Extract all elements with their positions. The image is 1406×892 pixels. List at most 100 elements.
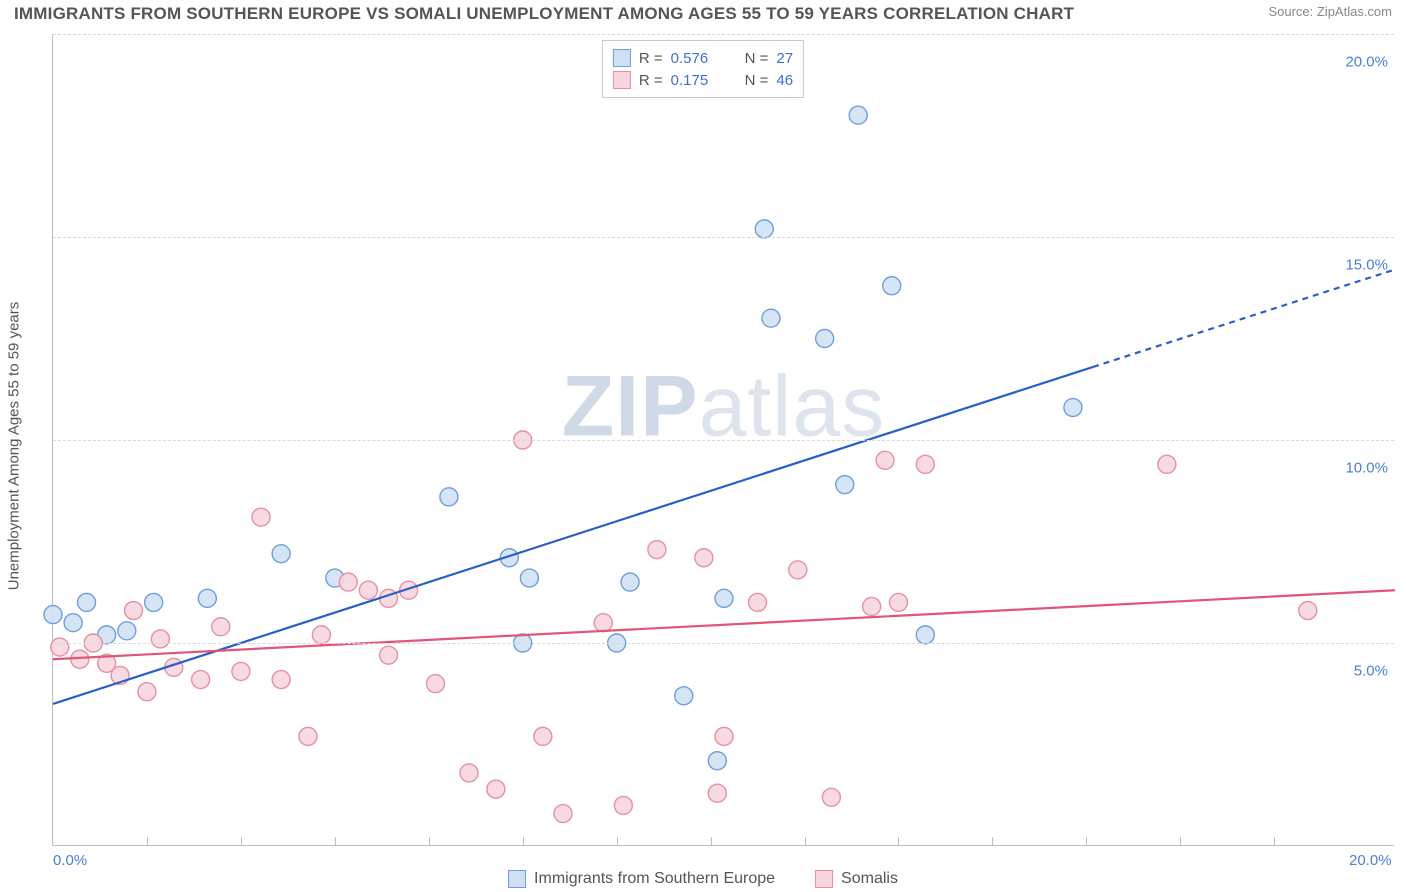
scatter-point-blue bbox=[78, 593, 96, 611]
scatter-point-blue bbox=[1064, 399, 1082, 417]
x-minor-tick bbox=[335, 837, 336, 845]
scatter-point-pink bbox=[822, 788, 840, 806]
legend-swatch bbox=[508, 870, 526, 888]
x-minor-tick bbox=[429, 837, 430, 845]
chart-title: IMMIGRANTS FROM SOUTHERN EUROPE VS SOMAL… bbox=[14, 4, 1074, 24]
scatter-point-blue bbox=[118, 622, 136, 640]
scatter-point-blue bbox=[440, 488, 458, 506]
n-value: 46 bbox=[776, 72, 793, 89]
scatter-point-pink bbox=[312, 626, 330, 644]
series-legend: Immigrants from Southern Europe Somalis bbox=[508, 870, 898, 888]
scatter-point-blue bbox=[755, 220, 773, 238]
scatter-point-pink bbox=[299, 727, 317, 745]
legend-label: Immigrants from Southern Europe bbox=[534, 870, 775, 888]
legend-row-blue: R = 0.576 N = 27 bbox=[613, 47, 793, 69]
scatter-point-blue bbox=[916, 626, 934, 644]
x-minor-tick bbox=[617, 837, 618, 845]
grid-line bbox=[53, 237, 1394, 238]
x-tick-label: 0.0% bbox=[53, 852, 87, 869]
scatter-point-blue bbox=[44, 606, 62, 624]
x-minor-tick bbox=[1274, 837, 1275, 845]
grid-line bbox=[53, 34, 1394, 35]
scatter-point-pink bbox=[460, 764, 478, 782]
scatter-point-pink bbox=[359, 581, 377, 599]
scatter-point-pink bbox=[232, 662, 250, 680]
scatter-point-pink bbox=[749, 593, 767, 611]
y-tick-label: 10.0% bbox=[1345, 460, 1388, 477]
x-minor-tick bbox=[523, 837, 524, 845]
legend-row-pink: R =0.175N =46 bbox=[613, 69, 793, 91]
scatter-point-pink bbox=[125, 602, 143, 620]
scatter-point-blue bbox=[762, 309, 780, 327]
scatter-point-pink bbox=[212, 618, 230, 636]
scatter-point-pink bbox=[272, 671, 290, 689]
scatter-point-pink bbox=[554, 805, 572, 823]
scatter-point-pink bbox=[138, 683, 156, 701]
source-prefix: Source: bbox=[1268, 4, 1316, 19]
trend-line-blue bbox=[53, 367, 1093, 704]
legend-swatch bbox=[613, 49, 631, 67]
scatter-point-pink bbox=[889, 593, 907, 611]
source-name: ZipAtlas.com bbox=[1317, 4, 1392, 19]
scatter-point-pink bbox=[715, 727, 733, 745]
y-tick-label: 15.0% bbox=[1345, 257, 1388, 274]
x-minor-tick bbox=[241, 837, 242, 845]
scatter-point-pink bbox=[863, 597, 881, 615]
x-tick-label: 20.0% bbox=[1349, 852, 1392, 869]
plot-area: ZIPatlas 5.0%10.0%15.0%20.0%0.0%20.0% bbox=[52, 34, 1394, 846]
trend-line-dash-blue bbox=[1093, 269, 1395, 366]
legend-item: Immigrants from Southern Europe bbox=[508, 870, 775, 888]
x-minor-tick bbox=[898, 837, 899, 845]
scatter-point-pink bbox=[708, 784, 726, 802]
y-tick-label: 5.0% bbox=[1354, 663, 1388, 680]
r-label: R = bbox=[639, 72, 663, 89]
scatter-point-pink bbox=[1158, 455, 1176, 473]
scatter-point-pink bbox=[339, 573, 357, 591]
source-attribution: Source: ZipAtlas.com bbox=[1268, 4, 1392, 19]
scatter-point-pink bbox=[1299, 602, 1317, 620]
scatter-point-pink bbox=[614, 796, 632, 814]
scatter-point-pink bbox=[380, 646, 398, 664]
r-value: 0.576 bbox=[671, 50, 723, 67]
scatter-point-blue bbox=[883, 277, 901, 295]
y-axis-title: Unemployment Among Ages 55 to 59 years bbox=[6, 302, 23, 591]
grid-line bbox=[53, 643, 1394, 644]
x-minor-tick bbox=[147, 837, 148, 845]
scatter-point-pink bbox=[695, 549, 713, 567]
scatter-point-blue bbox=[708, 752, 726, 770]
n-label: N = bbox=[745, 50, 769, 67]
legend-swatch bbox=[613, 71, 631, 89]
scatter-point-blue bbox=[675, 687, 693, 705]
x-minor-tick bbox=[1086, 837, 1087, 845]
x-minor-tick bbox=[711, 837, 712, 845]
grid-line bbox=[53, 440, 1394, 441]
scatter-point-blue bbox=[849, 106, 867, 124]
scatter-point-blue bbox=[145, 593, 163, 611]
scatter-point-blue bbox=[816, 330, 834, 348]
r-label: R = bbox=[639, 50, 663, 67]
scatter-point-blue bbox=[520, 569, 538, 587]
legend-item: Somalis bbox=[815, 870, 898, 888]
scatter-point-pink bbox=[648, 541, 666, 559]
scatter-point-pink bbox=[916, 455, 934, 473]
x-minor-tick bbox=[805, 837, 806, 845]
scatter-point-blue bbox=[272, 545, 290, 563]
legend-swatch bbox=[815, 870, 833, 888]
scatter-point-pink bbox=[151, 630, 169, 648]
scatter-point-pink bbox=[594, 614, 612, 632]
scatter-point-blue bbox=[198, 589, 216, 607]
scatter-point-blue bbox=[621, 573, 639, 591]
scatter-point-pink bbox=[426, 675, 444, 693]
scatter-point-blue bbox=[836, 476, 854, 494]
scatter-point-pink bbox=[51, 638, 69, 656]
scatter-point-blue bbox=[64, 614, 82, 632]
scatter-point-pink bbox=[192, 671, 210, 689]
scatter-point-pink bbox=[487, 780, 505, 798]
x-minor-tick bbox=[992, 837, 993, 845]
x-minor-tick bbox=[1180, 837, 1181, 845]
legend-label: Somalis bbox=[841, 870, 898, 888]
n-value: 27 bbox=[776, 50, 793, 67]
n-label: N = bbox=[745, 72, 769, 89]
scatter-point-pink bbox=[534, 727, 552, 745]
scatter-point-pink bbox=[876, 451, 894, 469]
